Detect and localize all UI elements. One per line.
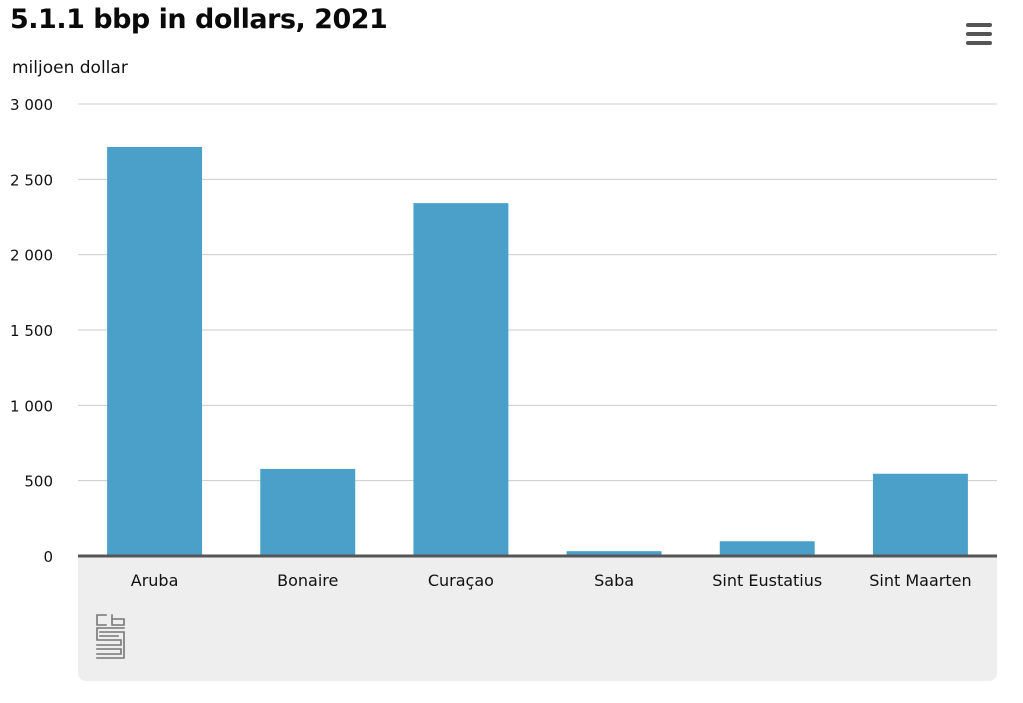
y-tick-label: 2 500 <box>10 171 53 189</box>
y-tick-label: 1 500 <box>10 322 53 340</box>
chart-title: 5.1.1 bbp in dollars, 2021 <box>10 4 388 35</box>
y-tick-label: 0 <box>43 548 53 566</box>
gridlines <box>78 103 997 482</box>
chart-menu-button[interactable] <box>962 20 996 48</box>
y-tick-label: 500 <box>24 473 53 491</box>
bar-cura-ao[interactable] <box>413 203 509 556</box>
y-tick-label: 1 000 <box>10 397 53 415</box>
chart-footer-background-top <box>78 557 997 569</box>
bars <box>107 146 968 556</box>
bar-aruba[interactable] <box>107 146 203 556</box>
bar-sint-maarten[interactable] <box>872 473 968 556</box>
x-category-label: Curaçao <box>428 571 494 590</box>
bar-bonaire[interactable] <box>260 468 356 556</box>
y-axis-unit-label: miljoen dollar <box>12 58 128 78</box>
x-category-label: Sint Eustatius <box>712 571 822 590</box>
x-category-label: Aruba <box>131 571 179 590</box>
hamburger-menu-icon-bar <box>966 32 992 36</box>
cbs-logo-icon <box>96 614 125 659</box>
bar-sint-eustatius[interactable] <box>719 541 815 556</box>
hamburger-menu-icon-bar <box>966 41 992 45</box>
x-axis-category-labels: Aruba Bonaire Curaçao Saba Sint Eustatius Sin… <box>131 571 972 590</box>
y-tick-label: 3 000 <box>10 96 53 114</box>
x-category-label: Saba <box>594 571 634 590</box>
y-axis-ticks: 0 500 1 000 1 500 2 000 2 500 3 000 <box>10 96 53 566</box>
y-tick-label: 2 000 <box>10 247 53 265</box>
bar-saba[interactable] <box>566 551 662 556</box>
x-category-label: Bonaire <box>277 571 338 590</box>
x-category-label: Sint Maarten <box>869 571 971 590</box>
hamburger-menu-icon <box>966 23 992 27</box>
chart-footer-background <box>78 557 997 681</box>
